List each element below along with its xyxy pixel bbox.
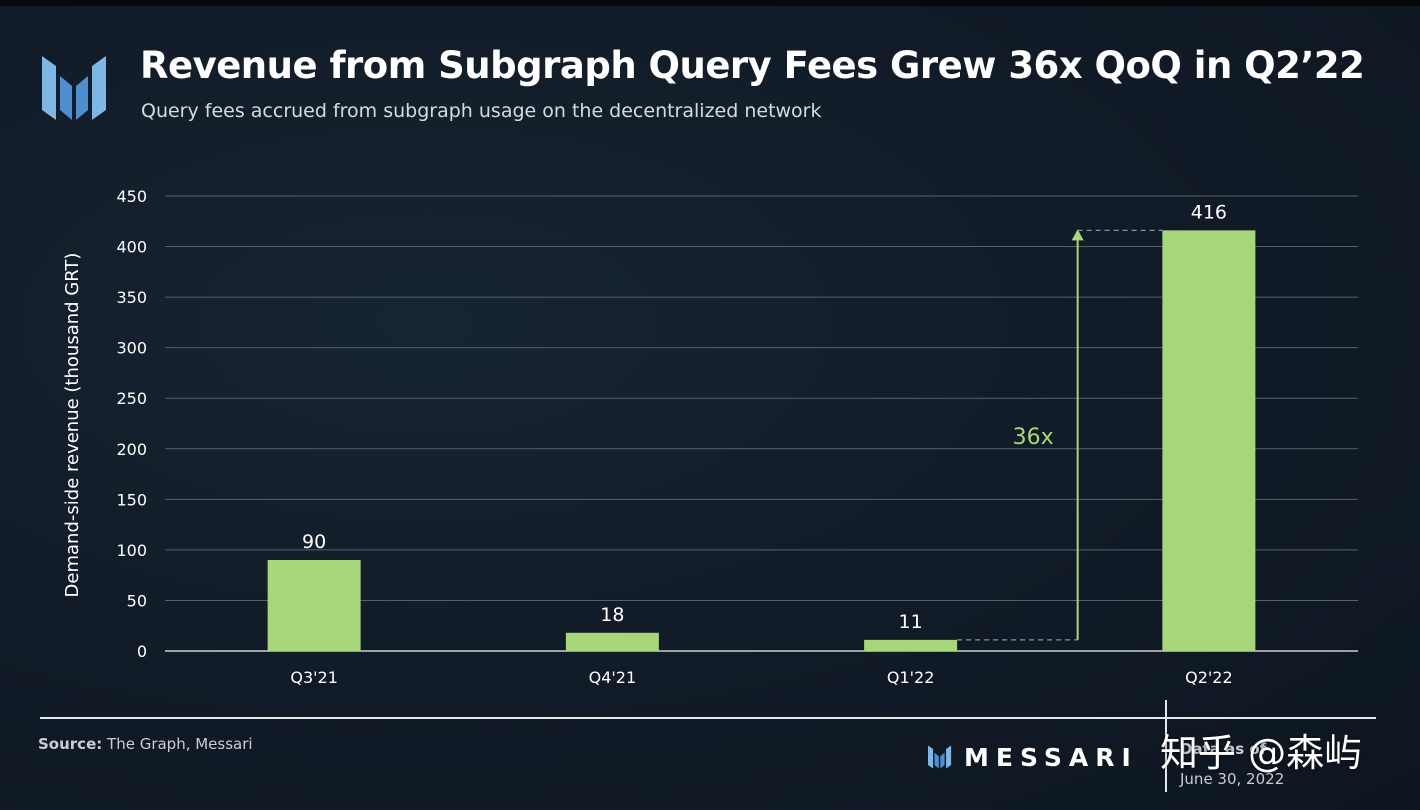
- page-subtitle: Query fees accrued from subgraph usage o…: [141, 100, 822, 122]
- bar-value-label: 11: [899, 611, 923, 633]
- y-tick-label: 150: [116, 490, 147, 509]
- top-bar: [0, 0, 1420, 6]
- bar-value-label: 416: [1191, 201, 1227, 223]
- grid-lines: [165, 195, 1358, 652]
- messari-brand: MESSARI: [928, 742, 1138, 772]
- bar-value-labels: 90 18 11 416: [302, 201, 1227, 633]
- bar-chart: 0 50 100 150 200 250 300 350 400 450 90 18 11 416 Q3…: [62, 187, 1358, 687]
- bar-value-label: 18: [600, 604, 624, 626]
- x-tick-label: Q3'21: [290, 668, 338, 687]
- footer-vertical-divider: [1165, 700, 1167, 792]
- source-text: The Graph, Messari: [107, 735, 253, 753]
- growth-annotation-label: 36x: [1013, 425, 1054, 450]
- y-tick-label: 0: [137, 642, 147, 661]
- y-tick-labels: 0 50 100 150 200 250 300 350 400 450: [116, 187, 147, 661]
- y-tick-label: 350: [116, 288, 147, 307]
- y-tick-label: 400: [116, 238, 147, 257]
- messari-mark-icon: [928, 745, 952, 769]
- page-title: Revenue from Subgraph Query Fees Grew 36…: [140, 44, 1365, 87]
- bar: [565, 632, 659, 651]
- y-tick-label: 450: [116, 187, 147, 206]
- data-date: Data as of June 30, 2022: [1180, 734, 1284, 794]
- source-label: Source:: [38, 735, 103, 753]
- bar: [267, 560, 361, 651]
- messari-logo-icon: [42, 56, 106, 120]
- date-value: June 30, 2022: [1180, 770, 1285, 788]
- bar-value-label: 90: [302, 531, 326, 553]
- x-tick-label: Q2'22: [1185, 668, 1233, 687]
- bars: [267, 230, 1256, 651]
- x-tick-label: Q1'22: [887, 668, 935, 687]
- x-tick-label: Q4'21: [589, 668, 637, 687]
- bar: [864, 639, 958, 651]
- brand-name: MESSARI: [964, 742, 1138, 772]
- bar: [1162, 230, 1256, 651]
- y-tick-label: 300: [116, 339, 147, 358]
- growth-annotation: 36x: [957, 229, 1163, 641]
- y-tick-label: 250: [116, 389, 147, 408]
- y-tick-label: 100: [116, 541, 147, 560]
- x-tick-labels: Q3'21 Q4'21 Q1'22 Q2'22: [290, 668, 1232, 687]
- date-label: Data as of: [1180, 740, 1267, 758]
- y-tick-label: 200: [116, 440, 147, 459]
- source-note: Source: The Graph, Messari: [38, 735, 253, 753]
- growth-arrow-head: [1071, 229, 1084, 241]
- y-tick-label: 50: [127, 591, 147, 610]
- footer-divider: [40, 717, 1376, 719]
- y-axis-label: Demand-side revenue (thousand GRT): [62, 253, 83, 598]
- zhihu-watermark: 知乎 @森屿: [1160, 731, 1363, 775]
